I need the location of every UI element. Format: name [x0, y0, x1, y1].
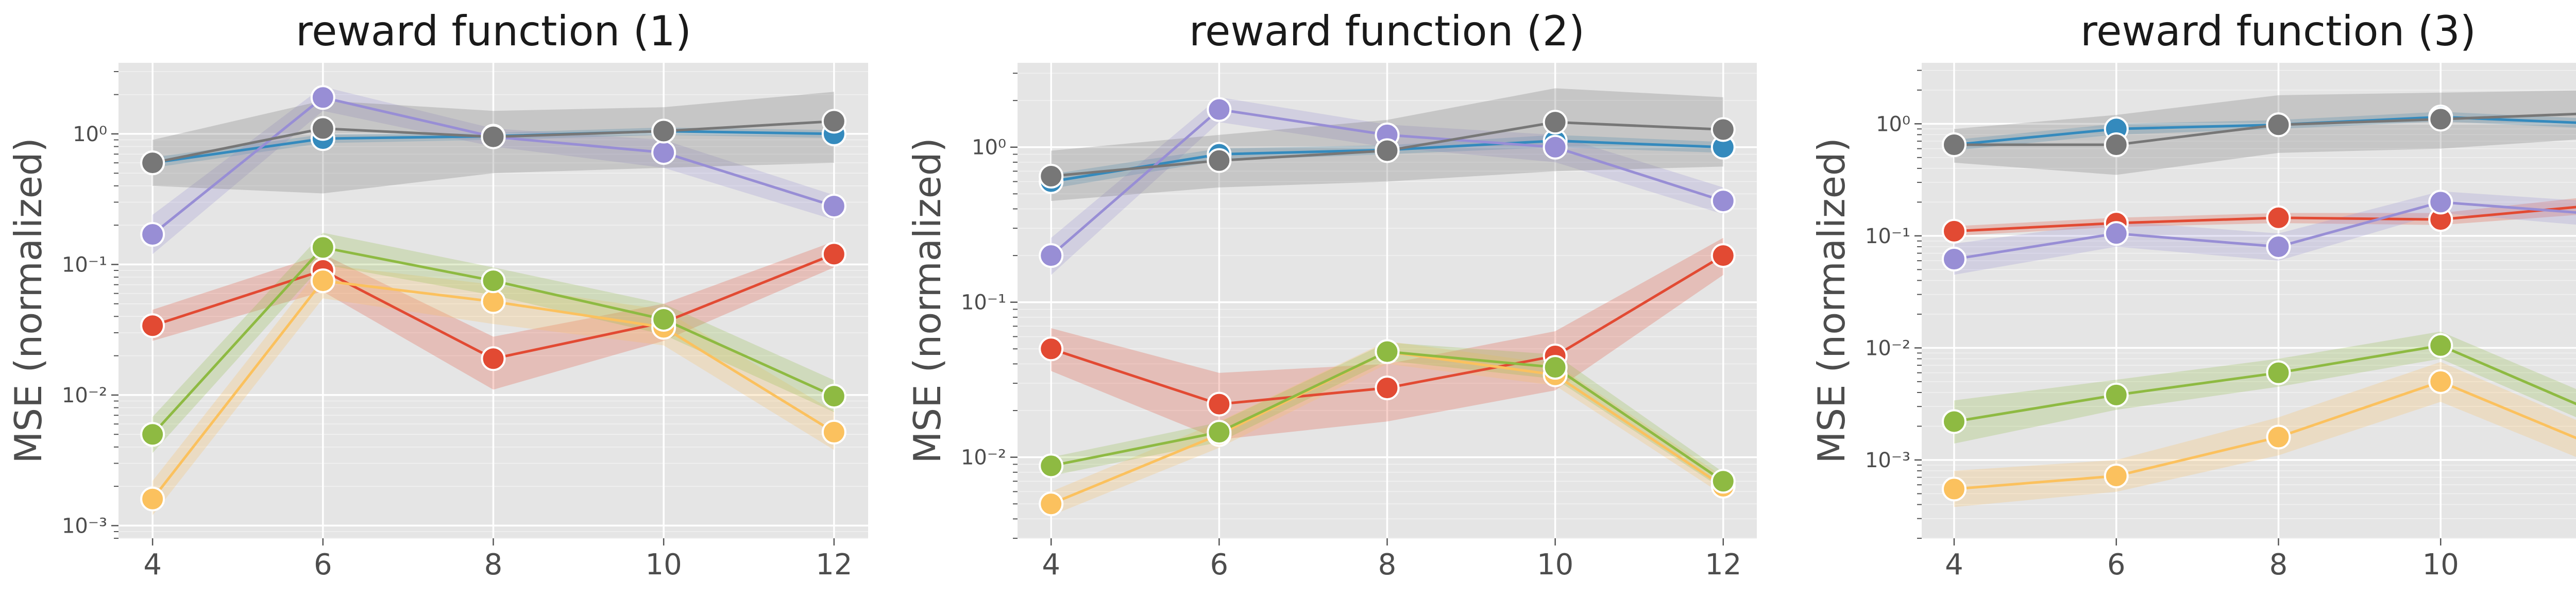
series-3-point	[1207, 97, 1232, 122]
series-4-point	[1207, 148, 1232, 173]
series-5-point	[140, 486, 165, 511]
series-4-point	[1941, 132, 1967, 158]
series-4-point	[1710, 117, 1736, 142]
series-4-point	[1375, 138, 1400, 163]
x-tick-label: 10	[646, 548, 682, 582]
series-6-point	[1941, 409, 1967, 434]
series-3-band	[1954, 191, 2576, 275]
series-3-point	[821, 194, 846, 219]
series-5-point	[1039, 491, 1064, 517]
series-6-point	[821, 384, 846, 409]
y-tick-label: 10⁰	[972, 136, 1006, 160]
series-3-point	[1039, 243, 1064, 268]
y-tick-label: 10⁻¹	[1865, 225, 1910, 248]
series-6-point	[2266, 360, 2291, 385]
series-3-point	[1941, 247, 1967, 272]
chart-title: reward function (1)	[296, 7, 691, 55]
series-6-point	[481, 268, 506, 294]
series-3-point	[2104, 221, 2129, 246]
series-3-band	[152, 87, 834, 254]
chart-title: reward function (2)	[1189, 7, 1585, 55]
x-tick-label: 6	[1210, 548, 1229, 582]
series-1-point	[140, 313, 165, 338]
series-1-point	[1710, 243, 1736, 268]
x-tick-label: 4	[143, 548, 162, 582]
x-tick-label: 6	[314, 548, 332, 582]
series-6-point	[1710, 469, 1736, 494]
series-3-point	[2266, 234, 2291, 259]
series-4-point	[2428, 107, 2453, 132]
series-3-point	[1543, 134, 1568, 160]
series-1-point	[1207, 391, 1232, 417]
series-3-point	[310, 85, 335, 110]
y-axis-label: MSE (normalized)	[7, 138, 50, 463]
series-4-point	[2266, 112, 2291, 138]
series-6-point	[651, 306, 676, 332]
y-tick-label: 10⁻²	[1865, 336, 1910, 360]
series-1-point	[1941, 218, 1967, 244]
series-4-point	[1543, 110, 1568, 135]
y-tick-label: 10⁻¹	[62, 253, 107, 277]
x-tick-label: 10	[2422, 548, 2459, 582]
x-tick-label: 8	[1378, 548, 1397, 582]
series-3-point	[2428, 190, 2453, 215]
chart-panel-2: 10⁻² 10⁻¹ 10⁰ 4 6 8 10 12 reward function (2) MSE…	[906, 7, 1757, 582]
series-6-band	[1954, 331, 2576, 444]
series-3-point	[651, 140, 676, 165]
series-6-point	[1039, 453, 1064, 479]
series-6-point	[1375, 339, 1400, 364]
series-6-point	[310, 235, 335, 260]
series-5-point	[1941, 476, 1967, 502]
series-5-point	[2104, 463, 2129, 488]
x-tick-label: 6	[2107, 548, 2126, 582]
y-tick-label: 10⁻¹	[961, 291, 1006, 315]
x-tick-label: 8	[484, 548, 503, 582]
x-tick-label: 4	[1042, 548, 1060, 582]
y-tick-label: 10⁻³	[1865, 449, 1910, 472]
series-5-point	[481, 289, 506, 314]
series-1-point	[1375, 376, 1400, 401]
x-tick-label: 10	[1537, 548, 1573, 582]
series-3-point	[1710, 189, 1736, 214]
series-6-point	[140, 422, 165, 447]
series-6-point	[1543, 355, 1568, 380]
series-3-point	[140, 222, 165, 247]
x-tick-label: 12	[1705, 548, 1741, 582]
series-1-point	[1039, 336, 1064, 362]
chart-panel-1: 10⁻³ 10⁻² 10⁻¹ 10⁰ 4 6 8 10 12 reward function (1…	[7, 7, 868, 582]
y-axis-label: MSE (normalized)	[1810, 138, 1853, 463]
series-6-point	[2104, 382, 2129, 407]
plot-area	[1922, 63, 2576, 538]
series-6-point	[1207, 420, 1232, 445]
y-tick-label: 10⁰	[73, 123, 107, 146]
series-4-point	[651, 118, 676, 144]
series-2-band	[1954, 112, 2576, 150]
series-5-point	[2428, 369, 2453, 394]
x-tick-label: 4	[1945, 548, 1963, 582]
y-tick-label: 10⁻³	[62, 514, 107, 538]
y-tick-label: 10⁰	[1876, 112, 1910, 136]
series-4-point	[481, 124, 506, 149]
series-1-band	[1051, 237, 1723, 440]
series-4-point	[140, 150, 165, 176]
y-tick-label: 10⁻²	[62, 384, 107, 407]
series-4-point	[2104, 132, 2129, 158]
series-1-point	[481, 346, 506, 371]
x-tick-label: 8	[2269, 548, 2288, 582]
series-5-point	[310, 268, 335, 294]
y-axis-label: MSE (normalized)	[906, 138, 949, 463]
series-5-point	[2266, 424, 2291, 450]
x-tick-label: 12	[816, 548, 852, 582]
series-6-point	[2428, 333, 2453, 358]
series-1-point	[821, 242, 846, 267]
chart-title: reward function (3)	[2080, 7, 2476, 55]
series-4-point	[310, 116, 335, 141]
series-1-point	[2266, 205, 2291, 230]
series-4-point	[1039, 164, 1064, 189]
series-4-point	[821, 109, 846, 134]
y-tick-label: 10⁻²	[961, 446, 1006, 470]
series-5-point	[821, 419, 846, 445]
